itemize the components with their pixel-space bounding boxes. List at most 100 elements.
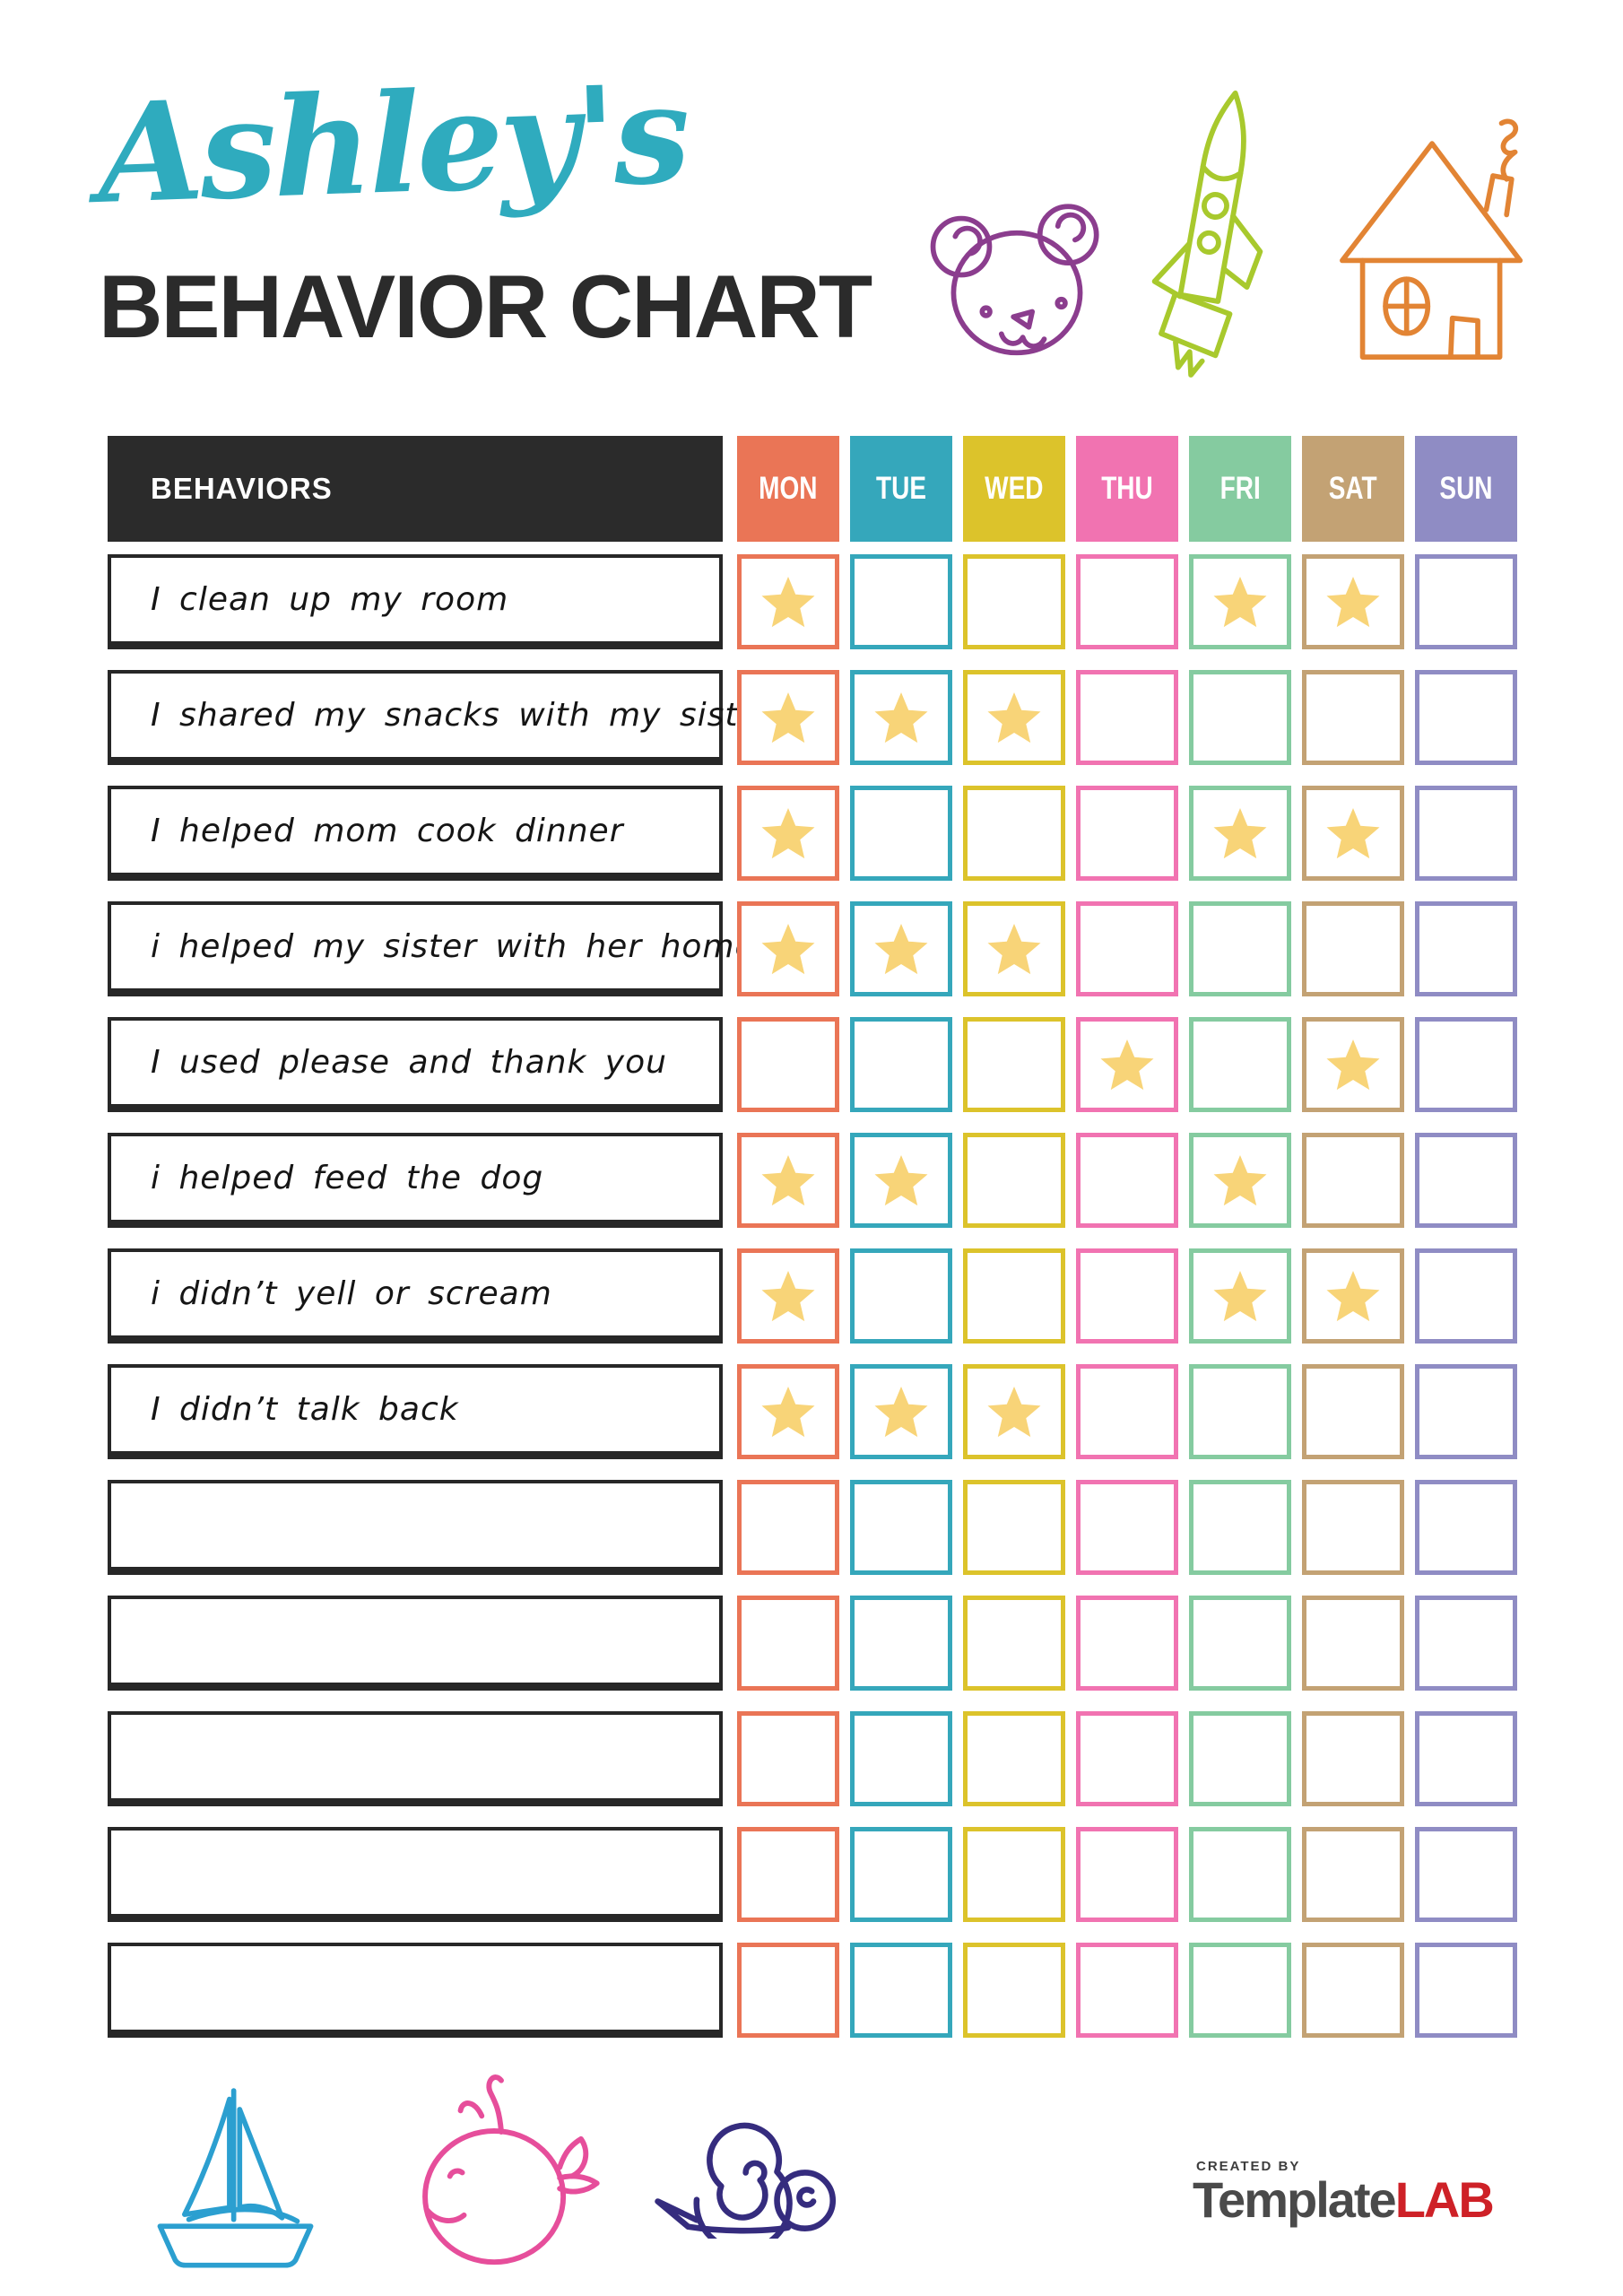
day-cell-wed[interactable]: [963, 1480, 1065, 1575]
day-header-label: WED: [985, 471, 1044, 506]
behavior-label: I shared my snacks with my sister: [151, 697, 774, 734]
day-cell-mon[interactable]: [737, 554, 839, 649]
day-cell-wed[interactable]: [963, 670, 1065, 765]
day-cell-sun[interactable]: [1415, 670, 1517, 765]
day-cell-mon[interactable]: [737, 901, 839, 996]
day-cell-sat[interactable]: [1302, 670, 1404, 765]
day-cell-sat[interactable]: [1302, 1943, 1404, 2038]
day-cell-fri[interactable]: [1189, 670, 1291, 765]
day-cell-wed[interactable]: [963, 1364, 1065, 1459]
day-cell-thu[interactable]: [1076, 901, 1178, 996]
day-cell-mon[interactable]: [737, 1827, 839, 1922]
day-cell-thu[interactable]: [1076, 1943, 1178, 2038]
day-cell-fri[interactable]: [1189, 1017, 1291, 1112]
day-cell-wed[interactable]: [963, 1827, 1065, 1922]
day-cell-tue[interactable]: [850, 1480, 952, 1575]
day-cell-mon[interactable]: [737, 786, 839, 881]
day-cell-sun[interactable]: [1415, 1943, 1517, 2038]
day-cell-tue[interactable]: [850, 786, 952, 881]
day-cell-tue[interactable]: [850, 1017, 952, 1112]
day-cell-thu[interactable]: [1076, 1017, 1178, 1112]
day-cell-sun[interactable]: [1415, 1711, 1517, 1806]
day-cell-tue[interactable]: [850, 1711, 952, 1806]
day-cell-tue[interactable]: [850, 1827, 952, 1922]
day-cell-fri[interactable]: [1189, 1596, 1291, 1691]
day-cell-wed[interactable]: [963, 554, 1065, 649]
day-cell-sun[interactable]: [1415, 1827, 1517, 1922]
day-cell-wed[interactable]: [963, 1133, 1065, 1228]
day-cell-tue[interactable]: [850, 1364, 952, 1459]
day-cell-sun[interactable]: [1415, 901, 1517, 996]
star-icon: [874, 1155, 928, 1206]
day-cell-thu[interactable]: [1076, 670, 1178, 765]
day-cell-sat[interactable]: [1302, 1480, 1404, 1575]
day-cell-fri[interactable]: [1189, 901, 1291, 996]
day-cell-sat[interactable]: [1302, 1133, 1404, 1228]
day-cell-mon[interactable]: [737, 1364, 839, 1459]
day-cell-mon[interactable]: [737, 1017, 839, 1112]
day-cell-sun[interactable]: [1415, 1364, 1517, 1459]
day-cell-thu[interactable]: [1076, 554, 1178, 649]
day-cell-fri[interactable]: [1189, 1943, 1291, 2038]
day-cell-thu[interactable]: [1076, 1480, 1178, 1575]
day-cell-sun[interactable]: [1415, 1248, 1517, 1344]
day-cell-sat[interactable]: [1302, 1711, 1404, 1806]
day-cell-fri[interactable]: [1189, 1364, 1291, 1459]
day-cell-sun[interactable]: [1415, 1596, 1517, 1691]
day-cell-sat[interactable]: [1302, 1017, 1404, 1112]
day-cell-mon[interactable]: [737, 670, 839, 765]
day-cell-wed[interactable]: [963, 1596, 1065, 1691]
day-cell-thu[interactable]: [1076, 1248, 1178, 1344]
day-cell-wed[interactable]: [963, 1943, 1065, 2038]
day-cell-fri[interactable]: [1189, 554, 1291, 649]
day-cell-sun[interactable]: [1415, 1017, 1517, 1112]
day-cell-thu[interactable]: [1076, 1364, 1178, 1459]
day-cell-mon[interactable]: [737, 1248, 839, 1344]
day-cell-sat[interactable]: [1302, 901, 1404, 996]
day-cell-thu[interactable]: [1076, 1711, 1178, 1806]
behavior-label-box: [108, 1596, 723, 1691]
behavior-row: I clean up my room: [108, 554, 1517, 649]
day-cell-sun[interactable]: [1415, 1480, 1517, 1575]
day-cell-sat[interactable]: [1302, 1596, 1404, 1691]
day-cell-thu[interactable]: [1076, 1596, 1178, 1691]
day-cell-tue[interactable]: [850, 1943, 952, 2038]
day-cell-fri[interactable]: [1189, 1827, 1291, 1922]
day-cell-fri[interactable]: [1189, 1133, 1291, 1228]
day-cell-thu[interactable]: [1076, 1133, 1178, 1228]
day-cell-sat[interactable]: [1302, 554, 1404, 649]
day-cell-tue[interactable]: [850, 554, 952, 649]
day-header-sat: SAT: [1302, 436, 1404, 542]
day-cell-wed[interactable]: [963, 1017, 1065, 1112]
day-cell-tue[interactable]: [850, 1133, 952, 1228]
day-cell-mon[interactable]: [737, 1711, 839, 1806]
star-icon: [1326, 808, 1380, 859]
day-cell-mon[interactable]: [737, 1596, 839, 1691]
day-cell-thu[interactable]: [1076, 1827, 1178, 1922]
day-cell-thu[interactable]: [1076, 786, 1178, 881]
day-cell-tue[interactable]: [850, 901, 952, 996]
day-cell-mon[interactable]: [737, 1480, 839, 1575]
day-cell-tue[interactable]: [850, 670, 952, 765]
day-cell-sun[interactable]: [1415, 786, 1517, 881]
day-cell-wed[interactable]: [963, 901, 1065, 996]
day-cell-wed[interactable]: [963, 1711, 1065, 1806]
house-icon: [1325, 106, 1524, 368]
day-cell-wed[interactable]: [963, 786, 1065, 881]
day-header-label: SUN: [1439, 471, 1493, 506]
day-cell-fri[interactable]: [1189, 786, 1291, 881]
day-cell-sat[interactable]: [1302, 1364, 1404, 1459]
day-cell-fri[interactable]: [1189, 1480, 1291, 1575]
day-cell-tue[interactable]: [850, 1596, 952, 1691]
day-cell-tue[interactable]: [850, 1248, 952, 1344]
day-cell-fri[interactable]: [1189, 1248, 1291, 1344]
day-cell-fri[interactable]: [1189, 1711, 1291, 1806]
day-cell-sat[interactable]: [1302, 1248, 1404, 1344]
day-cell-sun[interactable]: [1415, 554, 1517, 649]
day-cell-mon[interactable]: [737, 1133, 839, 1228]
day-cell-mon[interactable]: [737, 1943, 839, 2038]
day-cell-sun[interactable]: [1415, 1133, 1517, 1228]
day-cell-wed[interactable]: [963, 1248, 1065, 1344]
day-cell-sat[interactable]: [1302, 1827, 1404, 1922]
day-cell-sat[interactable]: [1302, 786, 1404, 881]
